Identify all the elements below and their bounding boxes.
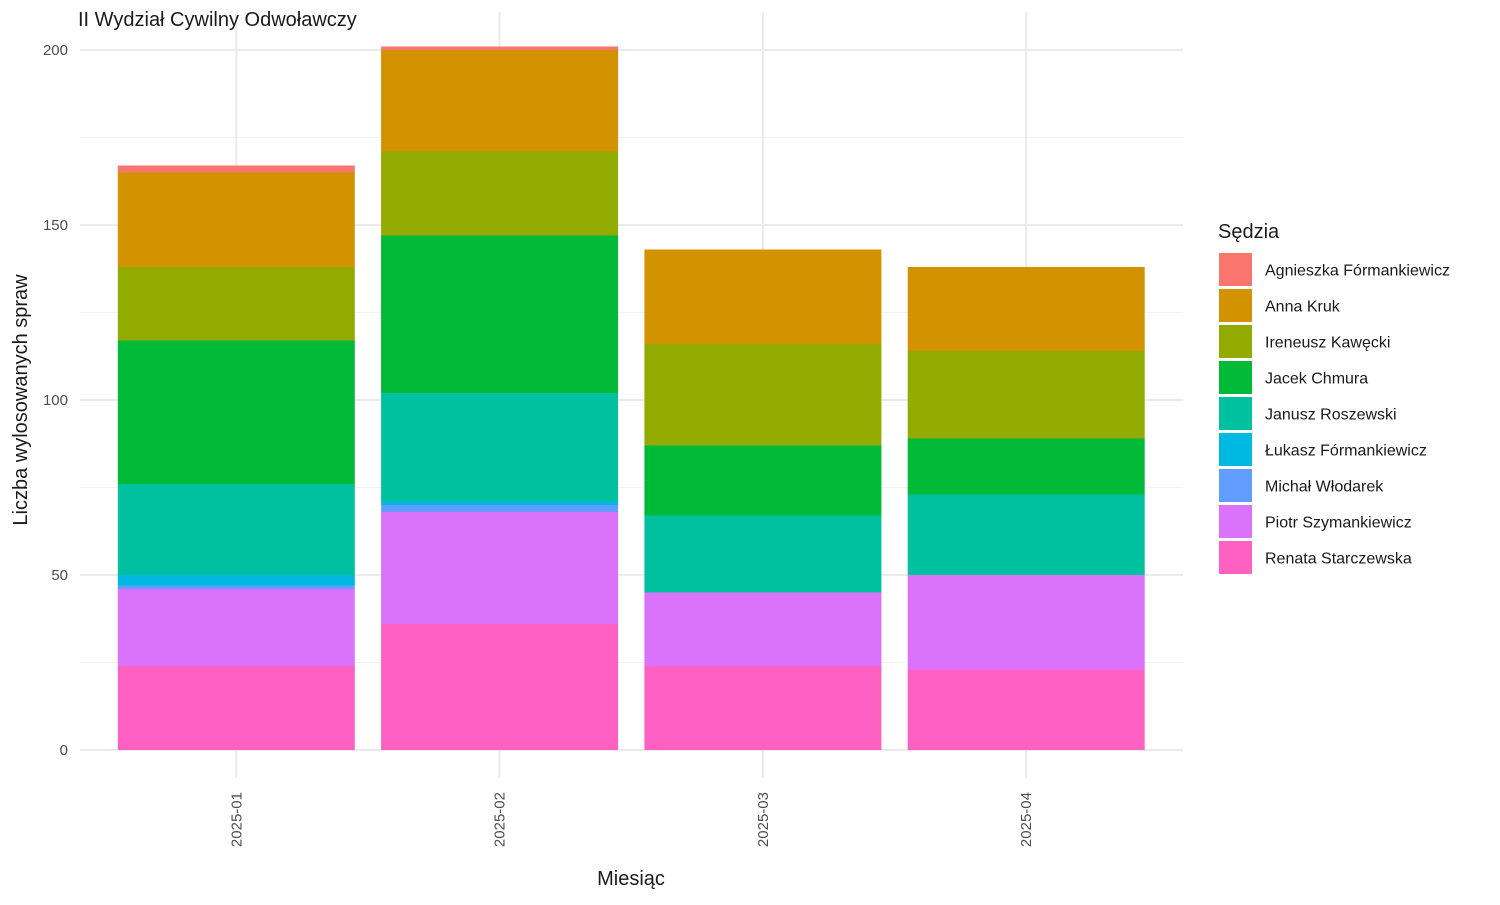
bars (117, 46, 1145, 750)
y-tick-label: 50 (51, 567, 68, 584)
legend-swatch (1219, 325, 1252, 358)
y-axis-ticks: 0 50 100 150 200 (43, 42, 68, 759)
legend-label: Agnieszka Fórmankiewicz (1265, 263, 1450, 280)
legend-swatch (1219, 505, 1252, 538)
y-tick-label: 200 (43, 42, 68, 59)
x-tick-label: 2025-01 (228, 792, 245, 847)
bar-segment (907, 438, 1145, 495)
x-axis-title: Miesiąc (597, 868, 665, 890)
chart-title: II Wydział Cywilny Odwoławczy (78, 9, 357, 31)
legend-label: Michał Włodarek (1265, 479, 1384, 496)
bar-segment (381, 501, 619, 505)
y-axis-title: Liczba wylosowanych spraw (10, 274, 32, 526)
bar-segment (381, 624, 619, 750)
bar-segment (117, 267, 355, 341)
legend-label: Piotr Szymankiewicz (1265, 515, 1412, 532)
legend-swatch (1219, 541, 1252, 574)
bar-segment (117, 172, 355, 267)
legend-label: Anna Kruk (1265, 299, 1341, 316)
legend-title: Sędzia (1218, 221, 1280, 243)
bar-segment (117, 666, 355, 750)
bar-segment (644, 666, 882, 750)
bar-segment (117, 589, 355, 666)
bar-segment (644, 592, 882, 666)
bar-segment (117, 484, 355, 575)
bar-segment (117, 340, 355, 484)
legend-label: Ireneusz Kawęcki (1265, 335, 1390, 352)
bar-segment (644, 515, 882, 593)
x-axis-ticks: 2025-01 2025-02 2025-03 2025-04 (228, 792, 1035, 847)
bar-segment (644, 344, 882, 446)
x-tick-label: 2025-03 (755, 792, 772, 847)
legend-swatch (1219, 469, 1252, 502)
y-tick-label: 0 (60, 742, 68, 759)
bar-segment (381, 235, 619, 393)
x-tick-label: 2025-02 (492, 792, 509, 847)
legend-swatch (1219, 289, 1252, 322)
x-tick-label: 2025-04 (1018, 792, 1035, 847)
bar-segment (117, 575, 355, 586)
legend-label: Łukasz Fórmankiewicz (1265, 443, 1427, 460)
legend-swatch (1219, 361, 1252, 394)
bar-segment (907, 494, 1145, 575)
bar-segment (907, 351, 1145, 439)
bar-segment (117, 165, 355, 173)
bar-segment (381, 50, 619, 152)
y-tick-label: 100 (43, 392, 68, 409)
bar-segment (381, 151, 619, 236)
legend-swatch (1219, 397, 1252, 430)
legend-swatch (1219, 253, 1252, 286)
legend-label: Jacek Chmura (1265, 371, 1368, 388)
bar-segment (381, 46, 619, 50)
y-tick-label: 150 (43, 217, 68, 234)
legend-label: Renata Starczewska (1265, 551, 1412, 568)
bar-segment (907, 669, 1145, 750)
bar-segment (381, 505, 619, 512)
bar-segment (644, 249, 882, 344)
bar-segment (907, 575, 1145, 670)
bar-segment (907, 267, 1145, 351)
bar-segment (381, 512, 619, 624)
bar-segment (644, 445, 882, 516)
bar-segment (117, 585, 355, 589)
legend: Sędzia Agnieszka Fórmankiewicz Anna Kruk I… (1218, 221, 1450, 574)
legend-label: Janusz Roszewski (1265, 407, 1397, 424)
bar-segment (381, 393, 619, 502)
legend-swatch (1219, 433, 1252, 466)
